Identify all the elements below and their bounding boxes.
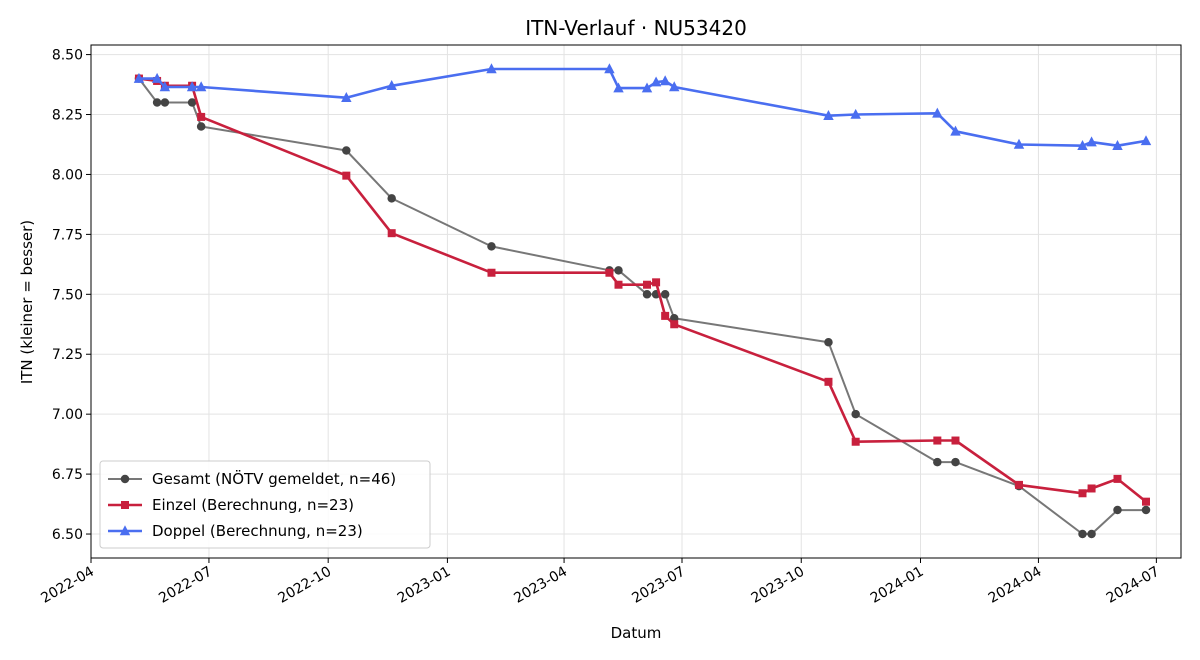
data-point	[951, 457, 960, 467]
y-tick-label: 6.50	[52, 527, 83, 543]
y-tick-label: 8.50	[52, 48, 83, 64]
x-tick-label: 2023-04	[511, 564, 570, 607]
data-point	[605, 268, 614, 277]
data-point	[1087, 484, 1096, 493]
data-point	[933, 436, 942, 445]
data-point	[1140, 135, 1152, 146]
data-point	[1112, 139, 1123, 150]
y-tick-label: 7.50	[52, 287, 83, 303]
data-point	[614, 266, 623, 275]
data-point	[643, 280, 652, 289]
series-triangle	[133, 63, 1152, 150]
data-point	[1086, 136, 1097, 147]
grid	[90, 45, 1181, 558]
x-tick-label: 2022-07	[156, 564, 215, 607]
data-point	[160, 98, 170, 107]
data-point	[851, 409, 860, 419]
data-point	[1142, 497, 1151, 506]
data-point	[197, 112, 206, 121]
y-tick-label: 8.00	[52, 167, 83, 183]
data-point	[186, 81, 198, 92]
legend-box	[99, 460, 431, 549]
y-tick-label: 7.25	[52, 347, 83, 363]
x-tick-label: 2024-01	[868, 564, 927, 607]
data-point	[1013, 138, 1025, 149]
data-point	[187, 98, 197, 107]
data-point	[1087, 529, 1096, 539]
data-point	[933, 457, 942, 467]
x-axis-label: Datum	[611, 624, 662, 642]
data-point	[661, 311, 670, 320]
x-tick-label: 2023-07	[629, 564, 688, 607]
legend-label: Doppel (Berechnung, n=23)	[152, 522, 363, 540]
data-point	[152, 98, 162, 107]
data-point	[486, 63, 497, 74]
x-tick-label: 2022-10	[276, 564, 335, 607]
chart-title: ITN-Verlauf · NU53420	[525, 16, 747, 40]
x-tick-label: 2022-04	[38, 564, 97, 607]
legend: Gesamt (NÖTV gemeldet, n=46) Einzel (Bere…	[99, 460, 431, 549]
data-point	[613, 82, 624, 93]
data-point	[950, 125, 961, 136]
data-point	[614, 280, 623, 289]
data-point	[669, 81, 680, 92]
data-point	[487, 268, 496, 277]
data-point	[159, 81, 171, 92]
data-point	[1141, 505, 1151, 515]
y-axis-label: ITN (kleiner = besser)	[18, 220, 36, 384]
legend-marker	[120, 474, 130, 484]
data-point	[1113, 474, 1122, 483]
data-point	[823, 110, 834, 120]
y-tick-label: 6.75	[52, 467, 83, 483]
x-tick-label: 2023-10	[749, 564, 808, 607]
data-point	[851, 437, 860, 446]
data-point	[1113, 505, 1122, 515]
data-point	[387, 229, 396, 238]
data-point	[652, 278, 661, 287]
data-point	[650, 76, 662, 87]
data-point	[670, 320, 679, 329]
data-point	[487, 242, 496, 251]
x-tick-label: 2024-07	[1104, 564, 1163, 607]
y-tick-label: 7.00	[52, 407, 83, 423]
data-point	[604, 63, 615, 74]
legend-marker	[121, 501, 129, 509]
legend-label: Gesamt (NÖTV gemeldet, n=46)	[152, 469, 396, 488]
data-point	[342, 171, 351, 180]
legend-marker	[119, 525, 131, 536]
data-point	[387, 194, 396, 203]
data-point	[1078, 489, 1087, 498]
data-point	[951, 436, 960, 445]
data-point	[196, 122, 206, 131]
data-point	[341, 92, 352, 103]
data-point	[659, 75, 671, 86]
legend-label: Einzel (Berechnung, n=23)	[152, 496, 354, 514]
x-tick-label: 2023-01	[395, 564, 454, 607]
data-point	[133, 72, 145, 83]
data-point	[932, 107, 943, 118]
data-point	[824, 338, 833, 347]
data-point	[641, 82, 653, 93]
x-tick-label: 2024-04	[986, 564, 1045, 607]
data-point	[850, 108, 861, 119]
data-point	[1014, 480, 1023, 489]
data-point	[824, 377, 833, 386]
series-line	[139, 67, 1147, 147]
y-tick-label: 8.25	[52, 108, 83, 124]
plot-series	[133, 63, 1152, 539]
data-point	[1078, 529, 1087, 539]
data-point	[642, 290, 652, 299]
data-point	[342, 146, 351, 155]
data-point	[660, 290, 670, 299]
y-tick-label: 7.75	[52, 227, 83, 243]
data-point	[195, 81, 207, 92]
data-point	[386, 80, 397, 91]
data-point	[151, 72, 163, 83]
data-point	[1077, 139, 1088, 150]
plot-frame	[90, 44, 1182, 559]
